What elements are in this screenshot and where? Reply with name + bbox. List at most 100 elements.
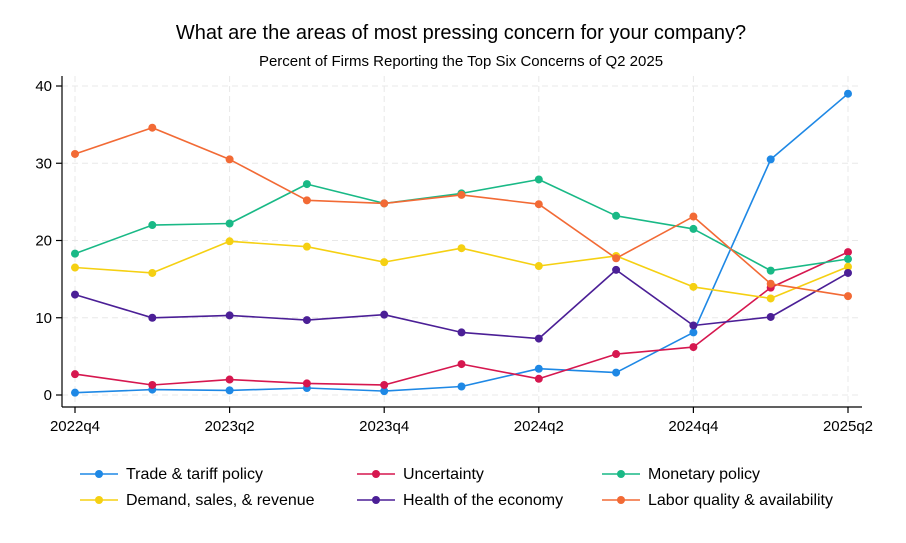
- legend-label: Monetary policy: [648, 466, 760, 483]
- data-point: [689, 224, 698, 233]
- data-point: [689, 212, 698, 221]
- legend-item: Demand, sales, & revenue: [80, 492, 315, 509]
- legend-label: Demand, sales, & revenue: [126, 492, 315, 509]
- y-tick-label: 30: [35, 155, 52, 172]
- data-point: [534, 374, 543, 383]
- data-point: [380, 258, 389, 267]
- data-point: [457, 244, 466, 253]
- x-tick-label: 2024q4: [668, 418, 718, 435]
- data-point: [534, 200, 543, 209]
- legend-item: Labor quality & availability: [602, 492, 833, 509]
- data-point: [302, 316, 311, 325]
- data-point: [225, 386, 234, 395]
- data-point: [766, 294, 775, 303]
- x-tick-label: 2023q2: [205, 418, 255, 435]
- chart-subtitle: Percent of Firms Reporting the Top Six C…: [259, 53, 663, 70]
- series-2: [71, 175, 852, 275]
- series-5: [71, 123, 852, 301]
- data-point: [612, 211, 621, 220]
- data-point: [302, 180, 311, 189]
- data-point: [844, 262, 852, 271]
- series-line: [74, 126, 849, 297]
- data-point: [148, 313, 157, 322]
- x-tick-label: 2025q2: [823, 418, 873, 435]
- data-point: [612, 254, 621, 263]
- data-point: [844, 268, 852, 277]
- y-tick-label: 20: [35, 233, 52, 250]
- data-point: [457, 360, 466, 369]
- data-point: [225, 375, 234, 384]
- data-point: [689, 282, 698, 291]
- series-line: [74, 93, 849, 394]
- legend-label: Labor quality & availability: [648, 492, 833, 509]
- legend-swatch-marker: [372, 470, 380, 478]
- data-point: [689, 343, 698, 352]
- y-tick-label: 0: [44, 387, 52, 404]
- data-point: [766, 266, 775, 275]
- series-group: [71, 89, 852, 397]
- legend-item: Health of the economy: [357, 492, 563, 509]
- y-tick-label: 10: [35, 310, 52, 327]
- legend-item: Uncertainty: [357, 466, 484, 483]
- legend-swatch-marker: [617, 470, 625, 478]
- data-point: [689, 328, 698, 337]
- data-point: [766, 312, 775, 321]
- data-point: [225, 155, 234, 164]
- series-line: [74, 269, 849, 340]
- data-point: [457, 328, 466, 337]
- data-point: [844, 89, 852, 98]
- data-point: [612, 368, 621, 377]
- chart-title: What are the areas of most pressing conc…: [176, 22, 746, 44]
- data-point: [302, 379, 311, 388]
- axes: 0 10 20 30 40 2022q4 2023q2 2023q4 2024q2 2024q4 2…: [35, 76, 873, 435]
- data-point: [148, 268, 157, 277]
- series-3: [71, 237, 852, 303]
- data-point: [534, 175, 543, 184]
- data-point: [302, 196, 311, 205]
- data-point: [534, 364, 543, 373]
- data-point: [71, 263, 79, 272]
- data-point: [766, 155, 775, 164]
- data-point: [71, 370, 79, 379]
- data-point: [148, 123, 157, 132]
- legend-label: Trade & tariff policy: [126, 466, 263, 483]
- series-1: [71, 248, 852, 389]
- data-point: [302, 242, 311, 251]
- gridlines: [62, 76, 862, 407]
- data-point: [612, 265, 621, 274]
- x-tick-label: 2022q4: [50, 418, 100, 435]
- data-point: [766, 279, 775, 288]
- legend-swatch-marker: [617, 496, 625, 504]
- data-point: [380, 387, 389, 396]
- data-point: [380, 380, 389, 389]
- data-point: [457, 382, 466, 391]
- data-point: [380, 310, 389, 319]
- data-point: [225, 219, 234, 228]
- data-point: [689, 321, 698, 330]
- data-point: [457, 190, 466, 199]
- data-point: [225, 311, 234, 320]
- x-tick-label: 2023q4: [359, 418, 409, 435]
- data-point: [71, 388, 79, 397]
- legend-swatch-marker: [95, 470, 103, 478]
- data-point: [844, 292, 852, 301]
- legend-item: Trade & tariff policy: [80, 466, 263, 483]
- series-0: [71, 89, 852, 397]
- data-point: [71, 290, 79, 299]
- legend-swatch-marker: [372, 496, 380, 504]
- data-point: [148, 380, 157, 389]
- data-point: [844, 255, 852, 264]
- data-point: [71, 149, 79, 158]
- data-point: [612, 350, 621, 359]
- data-point: [844, 248, 852, 257]
- data-point: [534, 334, 543, 343]
- legend: Trade & tariff policy Uncertainty Monetary…: [80, 466, 833, 509]
- series-4: [71, 265, 852, 343]
- legend-swatch-marker: [95, 496, 103, 504]
- data-point: [225, 237, 234, 246]
- data-point: [148, 221, 157, 230]
- data-point: [71, 249, 79, 258]
- x-tick-label: 2024q2: [514, 418, 564, 435]
- y-tick-label: 40: [35, 78, 52, 95]
